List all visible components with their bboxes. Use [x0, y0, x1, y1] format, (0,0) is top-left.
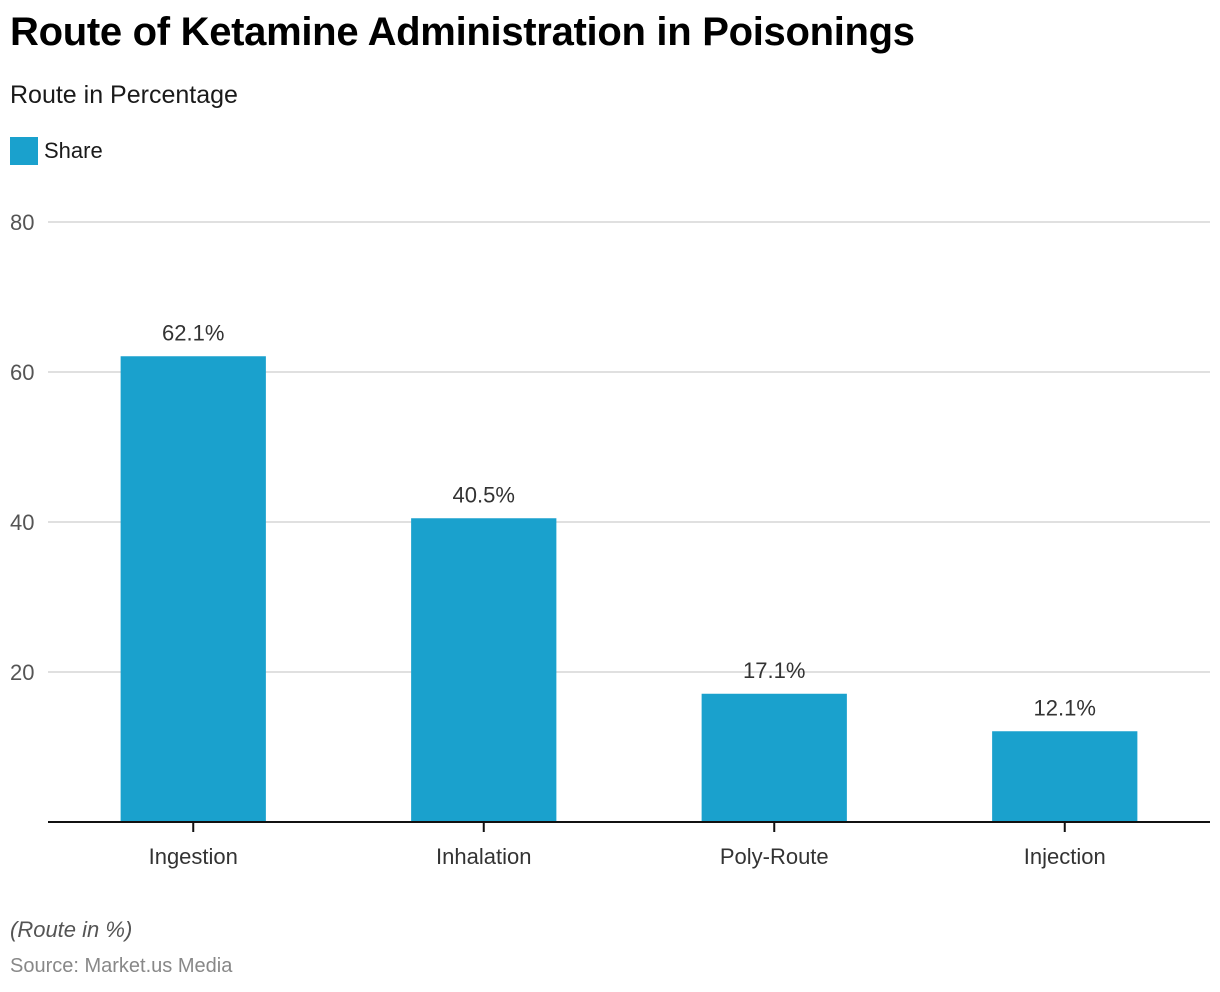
chart-note: (Route in %)	[10, 917, 133, 942]
y-axis-ticks: 20 40 60 80	[10, 210, 34, 685]
data-label: 17.1%	[743, 658, 805, 683]
legend-swatch-share	[10, 137, 38, 165]
y-tick-label: 80	[10, 210, 34, 235]
x-tick-label: Ingestion	[149, 844, 238, 869]
x-tick-label: Inhalation	[436, 844, 531, 869]
bar	[411, 518, 557, 822]
legend: Share	[10, 137, 103, 165]
x-tick-label: Poly-Route	[720, 844, 829, 869]
chart-title: Route of Ketamine Administration in Pois…	[10, 10, 915, 54]
y-tick-label: 20	[10, 660, 34, 685]
chart-subtitle: Route in Percentage	[10, 81, 238, 109]
legend-label-share: Share	[44, 138, 103, 163]
bar	[992, 731, 1138, 822]
y-tick-label: 40	[10, 510, 34, 535]
bar	[701, 693, 847, 822]
y-tick-label: 60	[10, 360, 34, 385]
bars	[120, 356, 1138, 822]
x-tick-label: Injection	[1024, 844, 1106, 869]
bar	[120, 356, 266, 822]
data-label: 40.5%	[453, 482, 515, 507]
chart-source: Source: Market.us Media	[10, 955, 233, 977]
data-labels: 62.1% 40.5% 17.1% 12.1%	[162, 320, 1096, 720]
data-label: 12.1%	[1034, 695, 1096, 720]
data-label: 62.1%	[162, 320, 224, 345]
x-axis: Ingestion Inhalation Poly-Route Injection	[48, 821, 1210, 869]
